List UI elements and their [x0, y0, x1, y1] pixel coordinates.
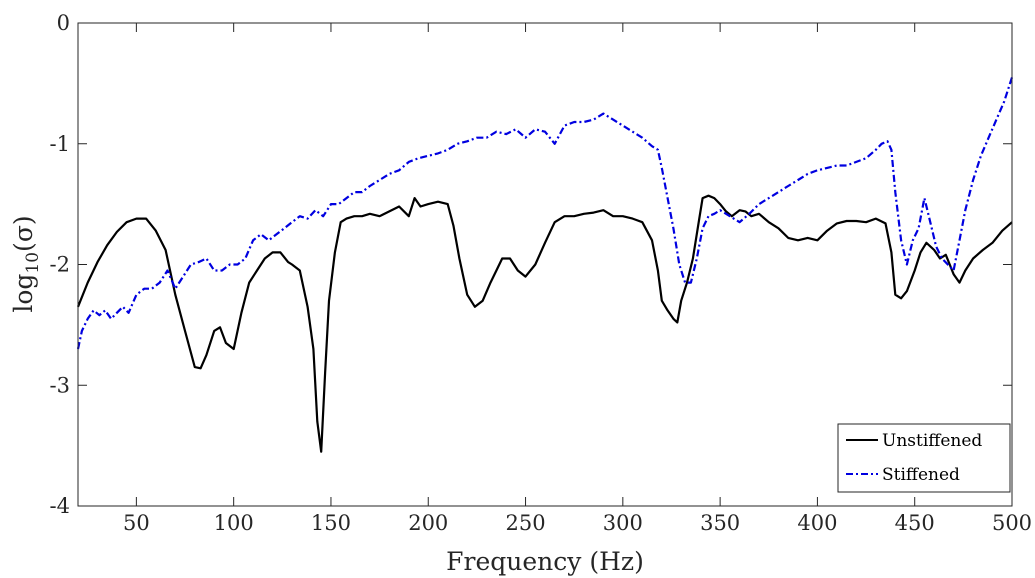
series-line-stiffened — [76, 76, 1014, 350]
x-tick-label: 200 — [408, 511, 448, 535]
x-axis: 50 100 150 200 250 300 350 400 450 500 — [123, 23, 1032, 535]
y-axis: -4 -3 -2 -1 0 — [50, 11, 1012, 518]
x-tick-label: 150 — [311, 511, 351, 535]
legend-label-unstiffened: Unstiffened — [882, 431, 982, 451]
y-tick-label: 0 — [57, 11, 70, 35]
series-layer — [76, 76, 1014, 453]
legend: Unstiffened Stiffened — [837, 423, 1011, 493]
legend-label-stiffened: Stiffened — [882, 465, 960, 485]
y-tick-label: -3 — [50, 373, 70, 397]
x-tick-label: 300 — [603, 511, 643, 535]
series-line-unstiffened — [76, 194, 1013, 453]
y-axis-label-argument: (σ) — [9, 215, 38, 252]
y-axis-label: log10(σ) — [9, 215, 43, 312]
y-tick-label: -4 — [50, 494, 70, 518]
y-tick-label: -1 — [50, 132, 70, 156]
x-axis-label: Frequency (Hz) — [446, 547, 644, 576]
x-tick-label: 500 — [992, 511, 1032, 535]
x-tick-label: 350 — [700, 511, 740, 535]
x-tick-label: 400 — [797, 511, 837, 535]
legend-box — [837, 423, 1011, 493]
y-axis-label-main: log — [9, 274, 38, 313]
x-tick-label: 50 — [123, 511, 150, 535]
x-tick-label: 450 — [895, 511, 935, 535]
x-tick-label: 250 — [505, 511, 545, 535]
y-axis-label-subscript: 10 — [23, 252, 43, 274]
x-tick-label: 100 — [214, 511, 254, 535]
y-tick-label: -2 — [50, 253, 70, 277]
